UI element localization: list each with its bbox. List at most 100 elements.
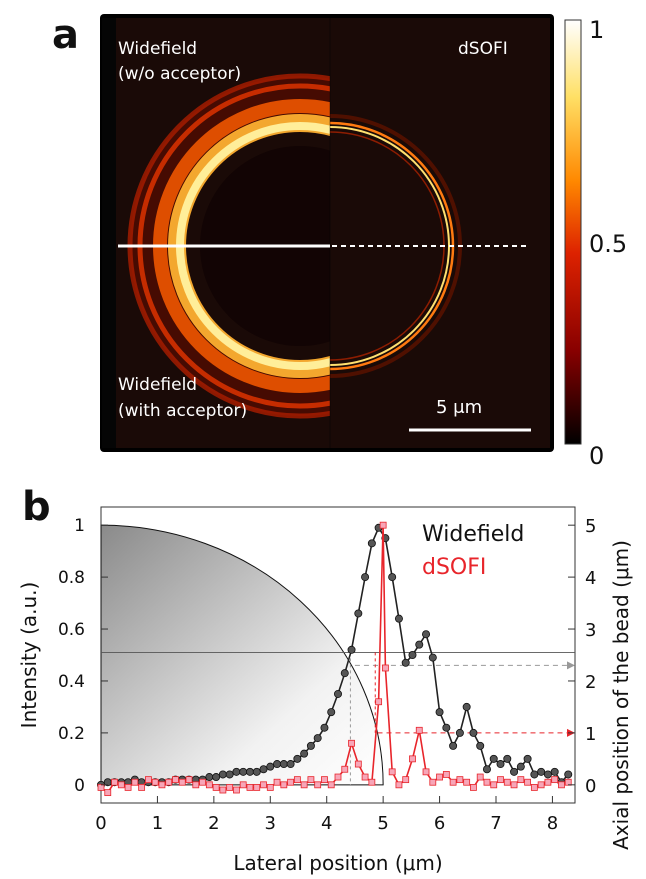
- data-point-widefield: [497, 760, 504, 767]
- data-point-dsofi: [511, 782, 517, 788]
- data-point-widefield: [429, 654, 436, 661]
- label-widefield-bottom-2: (with acceptor): [118, 401, 247, 421]
- data-point-widefield: [368, 540, 375, 547]
- data-point-widefield: [463, 703, 470, 710]
- y2-tick-label: 1: [585, 724, 596, 745]
- data-point-dsofi: [112, 779, 118, 785]
- data-point-widefield: [517, 763, 524, 770]
- data-point-widefield: [510, 768, 517, 775]
- y-tick-label: 0.6: [58, 620, 85, 640]
- data-point-widefield: [233, 768, 240, 775]
- data-point-dsofi: [105, 790, 111, 796]
- data-point-dsofi: [342, 766, 348, 772]
- data-point-widefield: [301, 750, 308, 757]
- data-point-widefield: [206, 773, 213, 780]
- data-point-dsofi: [308, 777, 314, 783]
- data-point-dsofi: [118, 782, 124, 788]
- data-point-widefield: [422, 631, 429, 638]
- colorbar-gradient: [565, 20, 581, 444]
- data-point-dsofi: [545, 779, 551, 785]
- data-point-dsofi: [403, 777, 409, 783]
- colorbar: 1 0.5 0: [565, 16, 627, 470]
- data-point-dsofi: [538, 782, 544, 788]
- data-point-widefield: [321, 724, 328, 731]
- data-point-dsofi: [498, 777, 504, 783]
- data-point-dsofi: [220, 787, 226, 793]
- data-point-dsofi: [159, 782, 165, 788]
- data-point-dsofi: [525, 779, 531, 785]
- x-tick-label: 5: [377, 813, 388, 834]
- y2-tick-label: 3: [585, 620, 596, 641]
- arrow-widefield-head: [567, 661, 575, 669]
- data-point-dsofi: [315, 782, 321, 788]
- scalebar-label: 5 μm: [436, 397, 482, 418]
- data-point-dsofi: [382, 665, 388, 671]
- data-point-dsofi: [349, 740, 355, 746]
- y2-tick-label: 5: [585, 516, 596, 537]
- legend-dsofi: dSOFI: [422, 555, 486, 580]
- x-tick-label: 7: [490, 813, 501, 834]
- y-tick-label: 0.8: [58, 568, 85, 588]
- data-point-dsofi: [437, 774, 443, 780]
- data-point-dsofi: [233, 787, 239, 793]
- data-point-widefield: [273, 760, 280, 767]
- data-point-widefield: [294, 755, 301, 762]
- data-point-dsofi: [423, 769, 429, 775]
- bead-quarter-circle: [101, 525, 383, 785]
- data-point-dsofi: [193, 782, 199, 788]
- data-point-widefield: [477, 742, 484, 749]
- data-point-dsofi: [552, 777, 558, 783]
- data-point-dsofi: [369, 779, 375, 785]
- label-dsofi: dSOFI: [458, 39, 508, 59]
- data-point-widefield: [402, 659, 409, 666]
- data-point-widefield: [395, 615, 402, 622]
- x-axis-label: Lateral position (μm): [233, 851, 442, 875]
- data-point-dsofi: [152, 779, 158, 785]
- data-point-dsofi: [335, 774, 341, 780]
- data-point-dsofi: [355, 761, 361, 767]
- data-point-dsofi: [301, 782, 307, 788]
- data-point-dsofi: [396, 782, 402, 788]
- data-point-widefield: [524, 755, 531, 762]
- microscopy-image: Widefield (w/o acceptor) dSOFI Widefield…: [100, 14, 554, 452]
- data-point-widefield: [551, 768, 558, 775]
- x-tick-label: 2: [208, 813, 219, 834]
- panel-b-letter: b: [22, 484, 51, 530]
- data-point-widefield: [246, 768, 253, 775]
- data-point-widefield: [436, 709, 443, 716]
- panel-a-letter: a: [52, 12, 79, 58]
- data-point-dsofi: [227, 784, 233, 790]
- data-point-dsofi: [172, 777, 178, 783]
- data-point-widefield: [538, 768, 545, 775]
- data-point-dsofi: [389, 769, 395, 775]
- data-point-widefield: [240, 768, 247, 775]
- data-point-dsofi: [288, 779, 294, 785]
- data-point-widefield: [490, 755, 497, 762]
- data-point-widefield: [260, 766, 267, 773]
- data-point-dsofi: [321, 777, 327, 783]
- data-point-dsofi: [179, 779, 185, 785]
- data-point-dsofi: [409, 756, 415, 762]
- y2-tick-label: 2: [585, 672, 596, 693]
- data-point-dsofi: [186, 777, 192, 783]
- label-widefield-bottom-1: Widefield: [118, 375, 197, 395]
- data-point-dsofi: [139, 784, 145, 790]
- data-point-dsofi: [254, 784, 260, 790]
- data-point-dsofi: [362, 774, 368, 780]
- data-point-dsofi: [450, 779, 456, 785]
- data-point-dsofi: [247, 784, 253, 790]
- data-point-widefield: [409, 651, 416, 658]
- data-point-widefield: [267, 763, 274, 770]
- data-point-dsofi: [145, 777, 151, 783]
- data-point-widefield: [287, 760, 294, 767]
- data-point-dsofi: [531, 784, 537, 790]
- data-point-widefield: [307, 742, 314, 749]
- data-point-dsofi: [491, 782, 497, 788]
- x-tick-label: 0: [95, 813, 106, 834]
- data-point-dsofi: [328, 782, 334, 788]
- x-tick-label: 4: [321, 813, 332, 834]
- y-tick-label: 0.2: [58, 724, 85, 744]
- data-point-dsofi: [416, 727, 422, 733]
